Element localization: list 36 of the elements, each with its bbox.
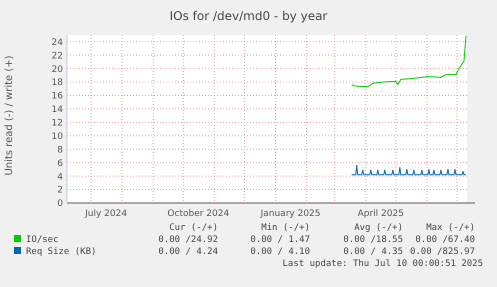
- text: 0.00 / 1.47: [250, 235, 310, 245]
- text: Avg (-/+): [354, 223, 403, 233]
- y-tick-label: 24: [52, 38, 64, 48]
- x-tick-label: July 2024: [84, 209, 128, 219]
- text: 0.00 /67.40: [415, 235, 475, 245]
- y-tick-label: 14: [52, 105, 64, 116]
- y-tick-label: 10: [52, 132, 64, 142]
- text: 0.00 / 4.10: [250, 247, 310, 257]
- y-tick-label: 8: [57, 145, 64, 156]
- y-tick-label: 0: [57, 199, 64, 210]
- line-series: [351, 164, 466, 176]
- legend-label: Req Size (KB): [26, 247, 96, 257]
- y-tick-label: 20: [52, 64, 64, 75]
- y-tick-label: 16: [52, 92, 64, 102]
- y-axis-title: Units read (-) / write (+): [4, 55, 15, 176]
- y-tick-label: 2: [57, 186, 63, 196]
- x-tick-label: April 2025: [358, 209, 404, 219]
- text: Min (-/+): [261, 223, 310, 233]
- line-series: [351, 35, 466, 88]
- text: 0.00 / 4.35: [343, 247, 403, 257]
- text: 0.00 /24.92: [158, 235, 218, 245]
- text: 0.00 / 4.24: [158, 247, 218, 257]
- text: Max (-/+): [426, 223, 475, 233]
- x-tick-label: October 2024: [167, 209, 230, 219]
- text: 0.00 /825.97: [410, 247, 475, 257]
- text: 0.00 /18.55: [343, 235, 403, 245]
- y-tick-label: 22: [52, 51, 63, 62]
- y-tick-label: 6: [57, 158, 64, 169]
- y-tick-label: 18: [52, 78, 64, 88]
- y-tick-label: 4: [57, 172, 64, 182]
- text: Cur (-/+): [169, 223, 218, 233]
- y-tick-label: 12: [52, 118, 63, 129]
- chart-title: IOs for /dev/md0 - by year: [170, 9, 328, 23]
- x-tick-label: January 2025: [260, 209, 321, 219]
- text: Last update: Thu Jul 10 00:00:51 2025: [282, 259, 483, 269]
- legend-label: IO/sec: [26, 235, 59, 245]
